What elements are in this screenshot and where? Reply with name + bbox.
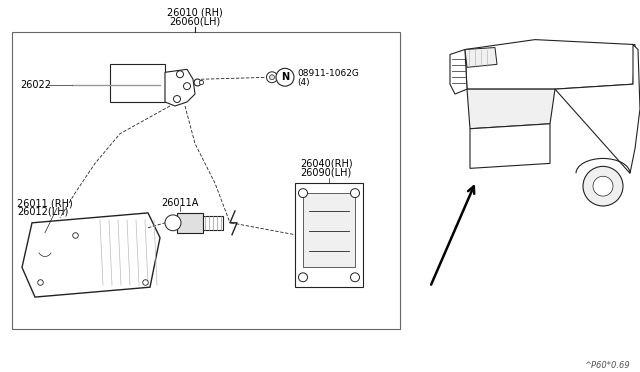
Polygon shape (467, 89, 555, 129)
Circle shape (165, 215, 181, 231)
Text: ^P60*0.69: ^P60*0.69 (584, 362, 630, 371)
Circle shape (351, 273, 360, 282)
Circle shape (184, 83, 191, 90)
Text: 26090(LH): 26090(LH) (300, 167, 351, 177)
Text: 26011A: 26011A (161, 198, 198, 208)
Circle shape (266, 72, 278, 83)
Text: 08911-1062G: 08911-1062G (297, 69, 359, 78)
Text: (4): (4) (297, 78, 310, 87)
Text: 26012(LH): 26012(LH) (17, 207, 68, 217)
Bar (295, 183, 363, 287)
Polygon shape (450, 49, 467, 94)
Bar (12, 32, 400, 329)
Text: 26040(RH): 26040(RH) (300, 158, 353, 169)
Polygon shape (465, 39, 635, 89)
Circle shape (276, 68, 294, 86)
Text: 26011 (RH): 26011 (RH) (17, 198, 73, 208)
Circle shape (351, 189, 360, 198)
Polygon shape (470, 124, 550, 169)
Circle shape (269, 75, 275, 80)
Polygon shape (555, 45, 640, 173)
Text: N: N (281, 72, 289, 82)
Text: 26060(LH): 26060(LH) (170, 17, 221, 27)
Bar (110, 64, 165, 102)
Circle shape (177, 71, 184, 78)
Text: 26022: 26022 (20, 80, 51, 90)
Polygon shape (203, 216, 223, 230)
Circle shape (298, 273, 307, 282)
Circle shape (583, 166, 623, 206)
Circle shape (298, 189, 307, 198)
Polygon shape (465, 48, 497, 67)
Circle shape (173, 96, 180, 103)
Bar (303, 193, 355, 267)
Circle shape (593, 176, 613, 196)
Polygon shape (22, 213, 160, 297)
Polygon shape (165, 69, 195, 106)
Polygon shape (177, 213, 203, 233)
Text: 26010 (RH): 26010 (RH) (167, 8, 223, 18)
